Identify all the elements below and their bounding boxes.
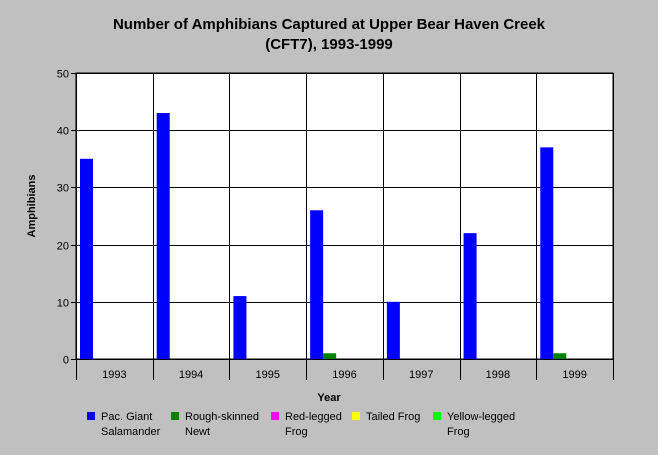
bar [553,353,567,359]
y-tick-label: 10 [57,298,69,310]
legend-swatch [271,412,279,420]
y-tick-label: 30 [57,183,69,195]
bar [323,353,337,359]
bar [80,158,93,359]
legend-swatch [87,412,95,420]
chart-title: Number of Amphibians Captured at Upper B… [112,16,546,33]
x-tick-label: 1997 [409,369,433,381]
x-axis-label: Year [317,392,341,404]
plot-frame [76,73,614,360]
x-tick-label: 1996 [332,369,356,381]
legend-label: Rough-skinned Newt [185,411,259,438]
x-tick-label: 1994 [179,369,203,381]
bar [310,210,324,359]
x-tick-label: 1999 [562,369,586,381]
x-tick-label: 1993 [102,369,126,381]
chart-subtitle: (CFT7), 1993-1999 [265,36,393,53]
x-tick-label: 1998 [486,369,510,381]
legend-swatch [352,412,360,420]
bar [156,113,170,359]
bar [463,233,477,359]
legend-swatch [433,412,441,420]
legend-label: Tailed Frog [366,411,421,423]
bar [386,301,400,359]
legend-label: Red-legged Frog [285,411,342,438]
legend-label: Pac. Giant Salamander [101,411,161,438]
y-axis-label: Amphibians [26,174,38,238]
plot-area [75,72,614,360]
x-tick-label: 1995 [256,369,280,381]
y-tick-label: 50 [57,69,69,81]
bar [540,147,554,359]
y-tick-label: 0 [63,355,69,367]
y-tick-label: 40 [57,126,69,138]
bar [233,296,247,359]
legend-label: Yellow-legged Frog [447,411,516,438]
y-tick-label: 20 [57,241,69,253]
legend-swatch [171,412,179,420]
